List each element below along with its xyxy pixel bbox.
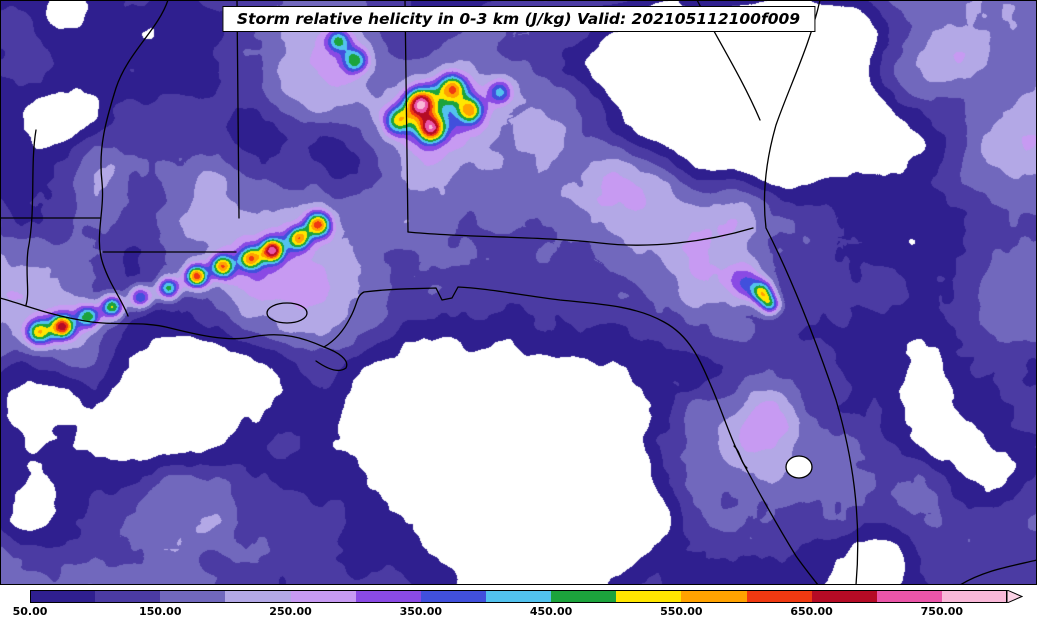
map-overlay	[0, 0, 1037, 585]
colorbar-extend-arrow	[1007, 590, 1023, 603]
state-border-tx-la	[25, 129, 37, 306]
state-border-ms-al	[236, 0, 240, 219]
mississippi-river	[98, 0, 169, 317]
colorbar-segment	[746, 590, 812, 603]
colorbar-segment	[95, 590, 161, 603]
colorbar-tick-label: 150.00	[139, 605, 182, 618]
colorbar-segments	[30, 590, 1008, 603]
helicity-field-canvas	[0, 0, 1037, 585]
state-border-al-ga	[404, 0, 409, 233]
colorbar-segment	[225, 590, 291, 603]
colorbar-segment	[616, 590, 682, 603]
lake-okeechobee	[785, 455, 813, 479]
colorbar-tick-label: 750.00	[920, 605, 964, 618]
state-border-ga-fl	[407, 227, 754, 246]
cuba-coastline	[959, 559, 1037, 585]
colorbar-segment	[160, 590, 226, 603]
map-title: Storm relative helicity in 0-3 km (J/kg)…	[221, 6, 816, 32]
colorbar-segment	[420, 590, 486, 603]
atlantic-coastline	[763, 0, 859, 585]
colorbar-extend-arrow-shape	[1007, 590, 1023, 603]
colorbar-segment	[551, 590, 617, 603]
colorbar-segment	[290, 590, 356, 603]
colorbar-segment	[941, 590, 1008, 603]
colorbar-tick-label: 650.00	[790, 605, 833, 618]
map-title-text: Storm relative helicity in 0-3 km (J/kg)…	[236, 10, 801, 28]
colorbar-ticks: 50.00 150.00 250.00 350.00 450.00 550.00 650.0…	[0, 605, 1037, 623]
gulf-coastline-east	[323, 286, 819, 585]
tampa-bay	[733, 445, 748, 469]
colorbar-segment	[876, 590, 942, 603]
colorbar-segment	[30, 590, 96, 603]
colorbar-segment	[681, 590, 747, 603]
colorbar-segment	[485, 590, 552, 603]
colorbar-tick-label: 550.00	[660, 605, 703, 618]
colorbar-tick-label: 250.00	[269, 605, 312, 618]
colorbar-tick-label: 450.00	[529, 605, 573, 618]
coastlines-group	[0, 0, 1037, 585]
lake-pontchartrain	[266, 302, 308, 324]
helicity-map-figure: Storm relative helicity in 0-3 km (J/kg)…	[0, 0, 1037, 585]
gulf-coastline-west	[0, 297, 348, 372]
colorbar-tick-label: 350.00	[399, 605, 443, 618]
colorbar-segment	[355, 590, 421, 603]
colorbar-segment	[811, 590, 877, 603]
colorbar-tick-label: 50.00	[12, 605, 48, 618]
